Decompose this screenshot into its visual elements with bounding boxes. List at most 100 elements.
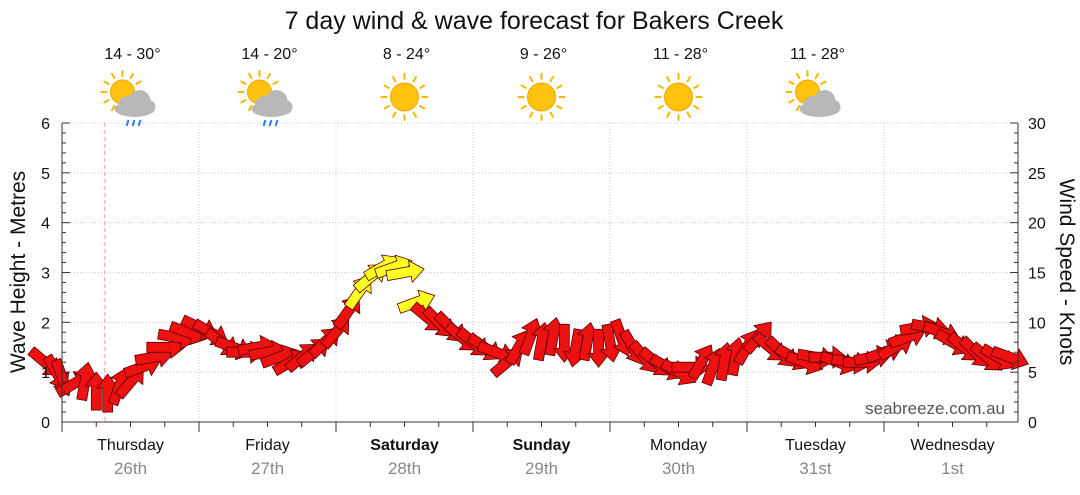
sun-ray (111, 104, 116, 112)
weather-layer: 14 - 30° 14 - 20° 8 - 24° 9 - 26° 11 - 28° 11… (100, 46, 845, 127)
sun-ray (135, 80, 142, 85)
wind-arrow (990, 345, 1029, 370)
rain-drop (131, 119, 136, 127)
right-tick-label: 20 (1028, 216, 1046, 233)
sun-ray (111, 72, 116, 80)
left-axis-label: Wave Height - Metres (7, 171, 30, 373)
sun-ray (657, 84, 664, 89)
day-name-label: Thursday (97, 437, 164, 454)
day-date-label: 27th (251, 459, 284, 478)
sun-ray (529, 111, 534, 118)
temperature-label: 14 - 20° (241, 46, 297, 63)
rain-drop (268, 119, 273, 127)
sun-ray (103, 80, 110, 85)
chart-title: 7 day wind & wave forecast for Bakers Cr… (285, 7, 784, 35)
temperature-label: 8 - 24° (383, 46, 430, 63)
day-name-label: Friday (245, 437, 289, 454)
sun-ray (814, 72, 819, 80)
day-name-label: Wednesday (910, 437, 994, 454)
day-date-label: 26th (114, 459, 147, 478)
left-tick-label: 6 (41, 116, 50, 133)
sun-icon (380, 73, 429, 121)
watermark: seabreeze.com.au (865, 399, 1005, 418)
right-tick-label: 0 (1028, 415, 1037, 432)
sun-ray (556, 105, 563, 110)
sun-ray (529, 76, 534, 83)
sun-disc (664, 82, 693, 112)
sun-ray (129, 72, 134, 80)
sun-disc (527, 82, 556, 112)
sun-ray (693, 84, 700, 89)
sun-ray (419, 105, 426, 110)
cloud-puff (826, 100, 841, 114)
wind-arrows-layer (27, 254, 1029, 413)
temperature-label: 14 - 30° (104, 46, 160, 63)
sun-icon (517, 73, 566, 121)
sun-disc (390, 82, 419, 112)
day-date-label: 29th (525, 459, 558, 478)
day-date-label: 1st (941, 459, 964, 478)
day-name-label: Monday (650, 437, 707, 454)
right-tick-label: 15 (1028, 266, 1046, 283)
wind-arrow (96, 373, 120, 413)
sun-ray (266, 72, 271, 80)
rain-drop (125, 119, 130, 127)
sun-ray (686, 111, 691, 118)
sun-ray (248, 72, 253, 80)
sun-cloud-rain-icon (237, 70, 293, 127)
sun-ray (248, 104, 253, 112)
rain-drop (262, 119, 267, 127)
day-date-label: 31st (799, 459, 831, 478)
day-date-label: 30th (662, 459, 695, 478)
sun-ray (272, 80, 279, 85)
temperature-label: 11 - 28° (653, 46, 708, 63)
sun-ray (796, 104, 801, 112)
sun-ray (788, 99, 795, 104)
sun-ray (549, 111, 554, 118)
sun-cloud-icon (785, 70, 841, 117)
right-tick-label: 10 (1028, 315, 1046, 332)
sun-cloud-rain-icon (100, 70, 156, 127)
wind-arrow-shape (385, 260, 425, 283)
left-tick-label: 0 (41, 415, 50, 432)
sun-ray (392, 76, 397, 83)
wind-arrow-shape (396, 289, 436, 314)
right-tick-label: 5 (1028, 365, 1037, 382)
wind-arrow-shape (990, 345, 1029, 370)
left-tick-label: 3 (41, 266, 50, 283)
wind-arrow (396, 289, 436, 314)
temperature-label: 11 - 28° (790, 46, 845, 63)
sun-ray (556, 84, 563, 89)
sun-ray (412, 111, 417, 118)
cloud-puff (278, 100, 293, 114)
day-name-label: Saturday (370, 437, 439, 454)
sun-ray (419, 84, 426, 89)
cloud-puff (141, 100, 156, 114)
sun-ray (693, 105, 700, 110)
wind-arrow-shape (96, 373, 120, 413)
sun-ray (686, 76, 691, 83)
sun-ray (240, 99, 247, 104)
sun-ray (520, 84, 527, 89)
grid-layer (62, 122, 1018, 422)
right-tick-label: 25 (1028, 166, 1046, 183)
day-name-label: Sunday (513, 437, 571, 454)
rain-drop (137, 119, 142, 127)
sun-ray (666, 111, 671, 118)
left-tick-label: 2 (41, 315, 50, 332)
wind-arrow-shape (74, 362, 98, 402)
sun-icon (654, 73, 703, 121)
day-date-label: 28th (388, 459, 421, 478)
sun-ray (103, 99, 110, 104)
right-tick-label: 30 (1028, 116, 1046, 133)
rain-drop (274, 119, 279, 127)
sun-ray (412, 76, 417, 83)
sun-ray (383, 105, 390, 110)
sun-ray (520, 105, 527, 110)
sun-ray (788, 80, 795, 85)
sun-ray (796, 72, 801, 80)
left-tick-label: 1 (41, 365, 50, 382)
sun-ray (392, 111, 397, 118)
